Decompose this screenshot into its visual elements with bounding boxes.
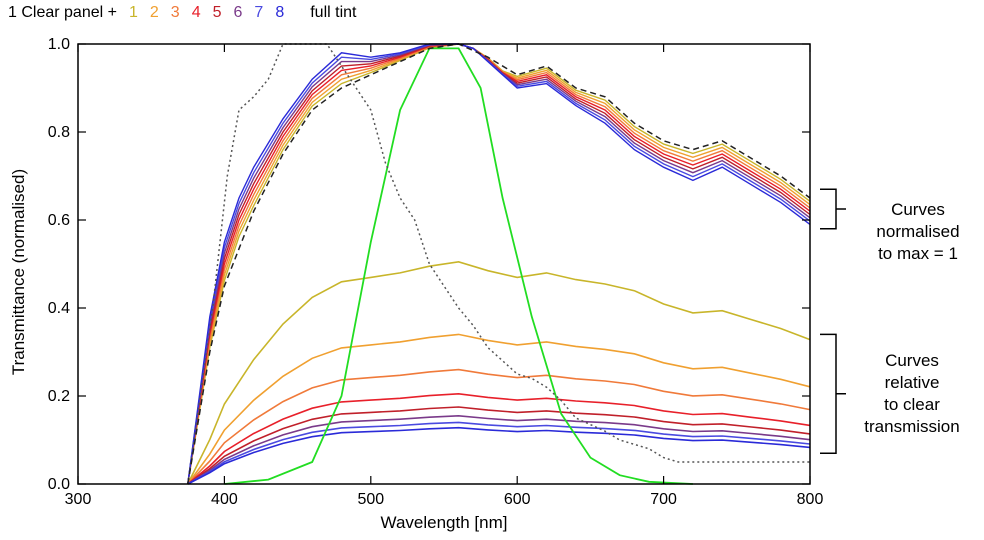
normalised-curve-7: [187, 43, 811, 485]
x-tick-label: 300: [65, 491, 92, 508]
y-tick-label: 0.0: [48, 476, 70, 493]
y-tick-label: 1.0: [48, 36, 70, 53]
annotation-bracket: [820, 188, 846, 230]
x-axis-label: Wavelength [nm]: [381, 513, 508, 532]
x-tick-label: 500: [357, 491, 384, 508]
relative-curve-8: [187, 426, 811, 485]
x-tick-label: 400: [211, 491, 238, 508]
annotation-normalised-line: normalised: [876, 222, 959, 241]
y-tick-label: 0.4: [48, 300, 70, 317]
relative-curve-1: [187, 260, 811, 485]
green-reference-curve: [224, 47, 693, 485]
relative-curve-2: [187, 333, 811, 485]
x-tick-label: 800: [797, 491, 824, 508]
normalised-curve-4: [187, 43, 811, 485]
normalised-curve-5: [187, 43, 811, 485]
legend-item-2: 2: [149, 4, 159, 21]
y-axis-label: Transmittance (normalised): [9, 169, 28, 375]
normalised-curve-2: [187, 43, 811, 485]
legend-item-3: 3: [170, 4, 180, 21]
annotation-normalised-line: Curves: [891, 200, 945, 219]
annotation-normalised-line: to max = 1: [878, 244, 958, 263]
relative-curve-4: [187, 392, 811, 485]
normalised-curve-3: [187, 43, 811, 485]
legend-lead: 1 Clear panel +: [8, 4, 117, 21]
annotation-bracket: [820, 333, 846, 454]
legend-item-8: 8: [275, 4, 285, 21]
legend-item-1: 1: [128, 4, 138, 21]
legend: 1 Clear panel + 1 2 3 4 5 6 7 8 full tint: [8, 4, 368, 22]
x-tick-label: 600: [504, 491, 531, 508]
normalised-curve-8: [187, 43, 811, 485]
y-tick-label: 0.8: [48, 124, 70, 141]
annotation-relative-line: relative: [885, 373, 940, 392]
y-tick-label: 0.2: [48, 388, 70, 405]
normalised-curve-1: [187, 43, 811, 485]
relative-curve-3: [187, 368, 811, 485]
normalised-curve-6: [187, 43, 811, 485]
relative-curve-5: [187, 406, 811, 485]
legend-full-tint: full tint: [310, 4, 357, 21]
relative-curve-6: [187, 414, 811, 485]
y-tick-label: 0.6: [48, 212, 70, 229]
annotation-relative-line: Curves: [885, 351, 939, 370]
series-group: [187, 43, 811, 485]
relative-curve-7: [187, 421, 811, 485]
x-tick-label: 700: [650, 491, 677, 508]
legend-item-5: 5: [212, 4, 222, 21]
dotted-reference-curve: [187, 43, 810, 485]
legend-item-6: 6: [233, 4, 243, 21]
annotation-relative-line: transmission: [864, 417, 959, 436]
dashed-clear-curve: [187, 43, 811, 485]
annotations-group: Curves normalised to max = 1 Curves relative…: [820, 188, 960, 454]
legend-item-4: 4: [191, 4, 201, 21]
legend-item-7: 7: [254, 4, 264, 21]
annotation-relative-line: to clear: [884, 395, 940, 414]
ticks-group: 300 400 500 600 700 800 0.0 0.2 0.4 0.6 0.8 1.0: [48, 36, 824, 508]
plot-frame: [77, 43, 811, 485]
